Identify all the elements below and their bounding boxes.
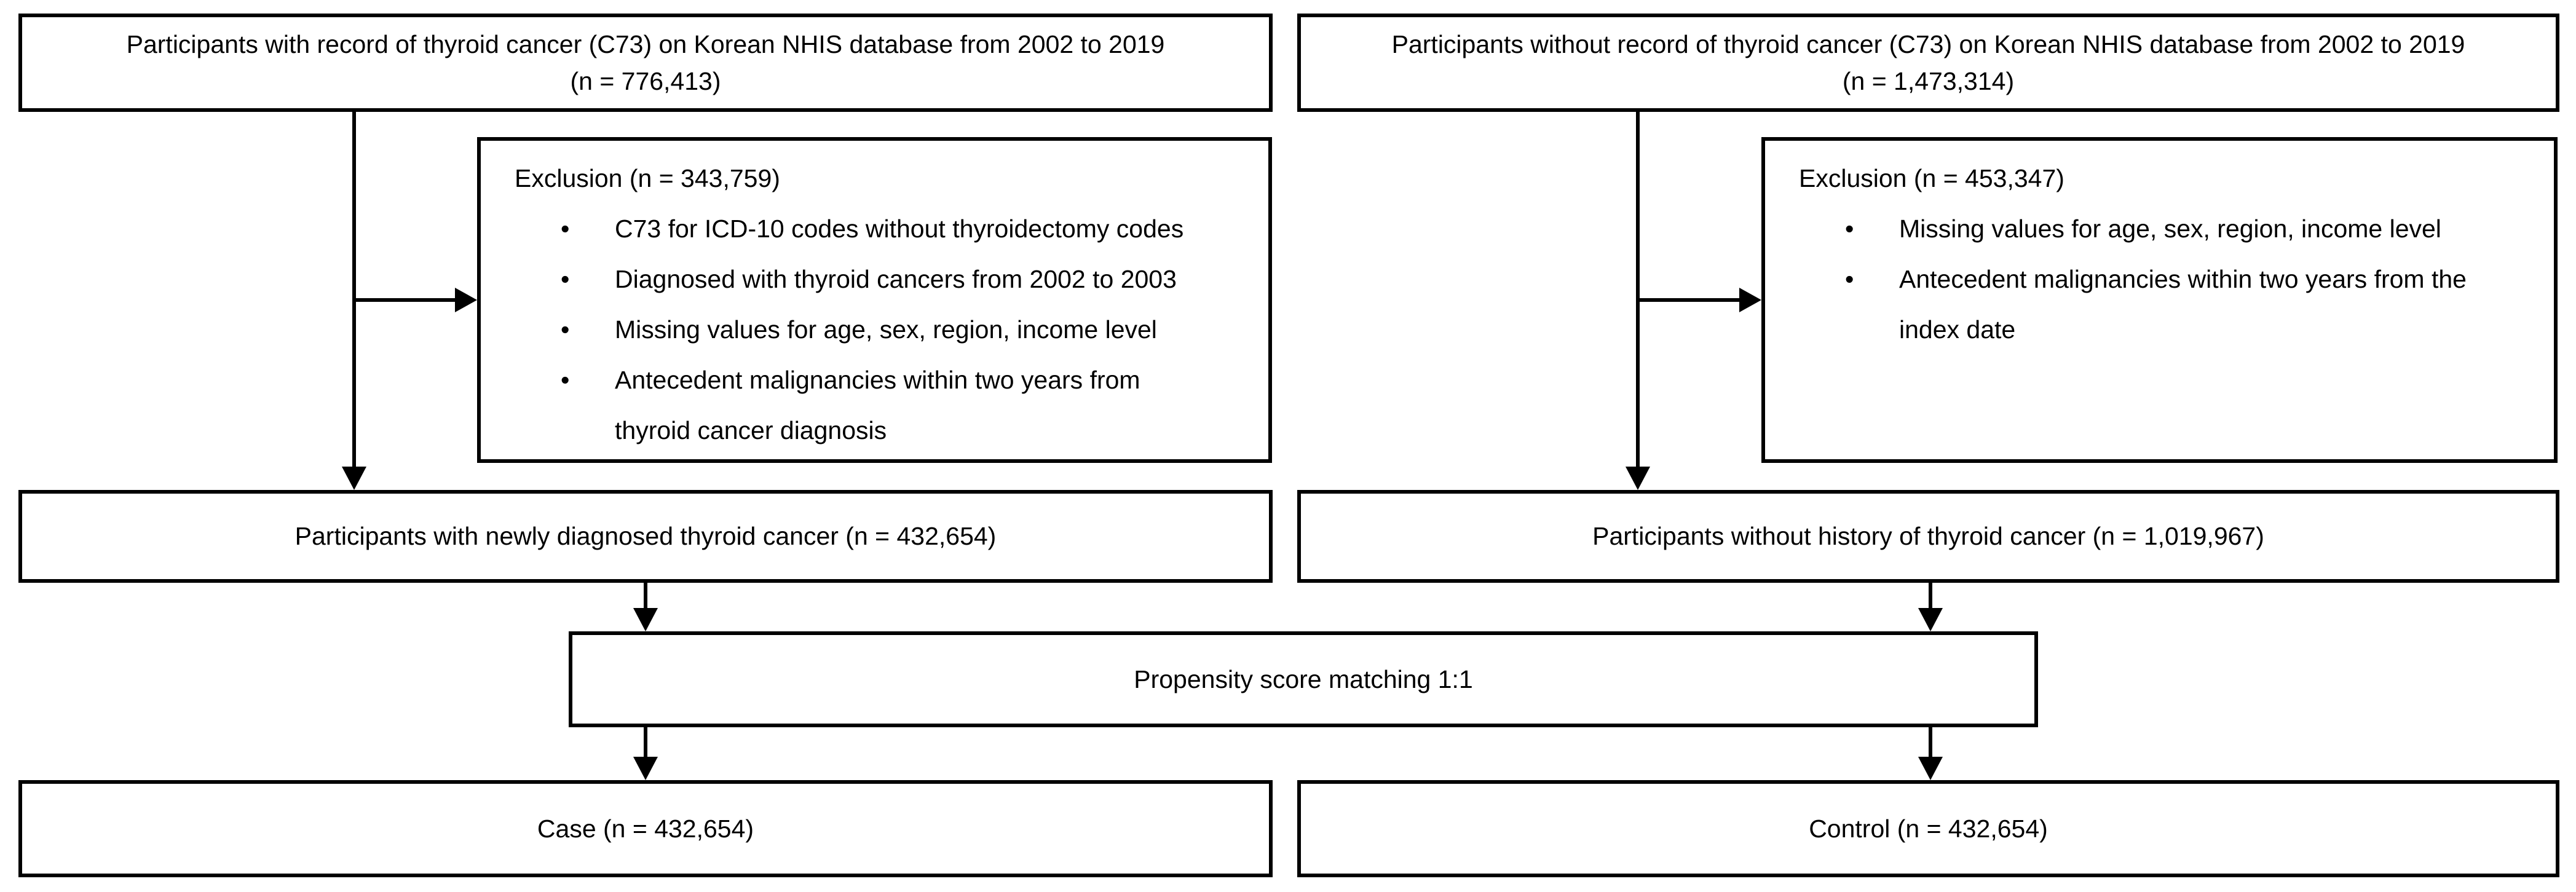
box-without-record-n: (n = 1,473,314) [1842,67,2015,95]
bullet-text: Missing values for age, sex, region, inc… [615,315,1157,344]
arrow-down-to-newly-diagnosed-icon [342,467,366,490]
exclusion-left-bullet-4: • Antecedent malignancies within two yea… [515,355,1235,456]
arrow-down-to-no-history-icon [1626,467,1650,490]
box-newly-diagnosed: Participants with newly diagnosed thyroi… [18,490,1273,583]
bullet-text: C73 for ICD-10 codes without thyroidecto… [615,215,1184,243]
arrow-right-to-exclusion-left-icon [455,288,477,312]
bullet-text: Diagnosed with thyroid cancers from 2002… [615,265,1177,293]
bullet-dot: • [561,215,570,243]
box-control: Control (n = 432,654) [1297,780,2559,877]
connector-left-vertical [352,112,356,467]
exclusion-right-bullet-1: • Missing values for age, sex, region, i… [1799,203,2520,254]
arrow-down-to-case-icon [633,757,658,780]
box-case-label: Case (n = 432,654) [537,814,754,843]
box-propensity-matching: Propensity score matching 1:1 [569,631,2038,727]
box-no-history-label: Participants without history of thyroid … [1592,522,2264,550]
box-without-record-title: Participants without record of thyroid c… [1391,30,2465,58]
exclusion-left-bullet-3: • Missing values for age, sex, region, i… [515,304,1235,355]
exclusion-left-bullet-1: • C73 for ICD-10 codes without thyroidec… [515,203,1235,254]
box-newly-diagnosed-label: Participants with newly diagnosed thyroi… [294,522,997,550]
exclusion-right-bullet-2: • Antecedent malignancies within two yea… [1799,254,2520,355]
exclusion-left-heading: Exclusion (n = 343,759) [515,164,780,192]
bullet-dot: • [561,265,570,293]
exclusion-right-heading: Exclusion (n = 453,347) [1799,164,2064,192]
connector-right-branch [1638,298,1739,302]
box-exclusion-left: Exclusion (n = 343,759) • C73 for ICD-10… [477,137,1272,463]
bullet-text: Antecedent malignancies within two years… [615,366,1140,444]
box-with-record-n: (n = 776,413) [570,67,721,95]
box-without-record-cohort: Participants without record of thyroid c… [1297,14,2559,112]
arrow-down-psm-right-icon [1918,608,1943,631]
exclusion-left-bullet-2: • Diagnosed with thyroid cancers from 20… [515,254,1235,304]
arrow-down-to-control-icon [1918,757,1943,780]
box-case: Case (n = 432,654) [18,780,1273,877]
connector-psm-to-control [1929,727,1932,757]
bullet-text: Missing values for age, sex, region, inc… [1899,215,2441,243]
arrow-down-psm-left-icon [633,608,658,631]
box-with-record-title: Participants with record of thyroid canc… [126,30,1165,58]
connector-newly-diagnosed-to-psm [644,583,647,608]
arrow-right-to-exclusion-right-icon [1739,288,1761,312]
box-control-label: Control (n = 432,654) [1809,814,2048,843]
connector-no-history-to-psm [1929,583,1932,608]
bullet-dot: • [1845,215,1854,243]
connector-psm-to-case [644,727,647,757]
bullet-text: Antecedent malignancies within two years… [1899,265,2467,344]
box-propensity-matching-label: Propensity score matching 1:1 [1134,665,1473,693]
bullet-dot: • [561,366,570,394]
box-exclusion-right: Exclusion (n = 453,347) • Missing values… [1761,137,2558,463]
box-no-history: Participants without history of thyroid … [1297,490,2559,583]
connector-right-vertical [1636,112,1640,467]
bullet-dot: • [1845,265,1854,293]
connector-left-branch [354,298,455,302]
bullet-dot: • [561,315,570,344]
box-with-record-cohort: Participants with record of thyroid canc… [18,14,1273,112]
